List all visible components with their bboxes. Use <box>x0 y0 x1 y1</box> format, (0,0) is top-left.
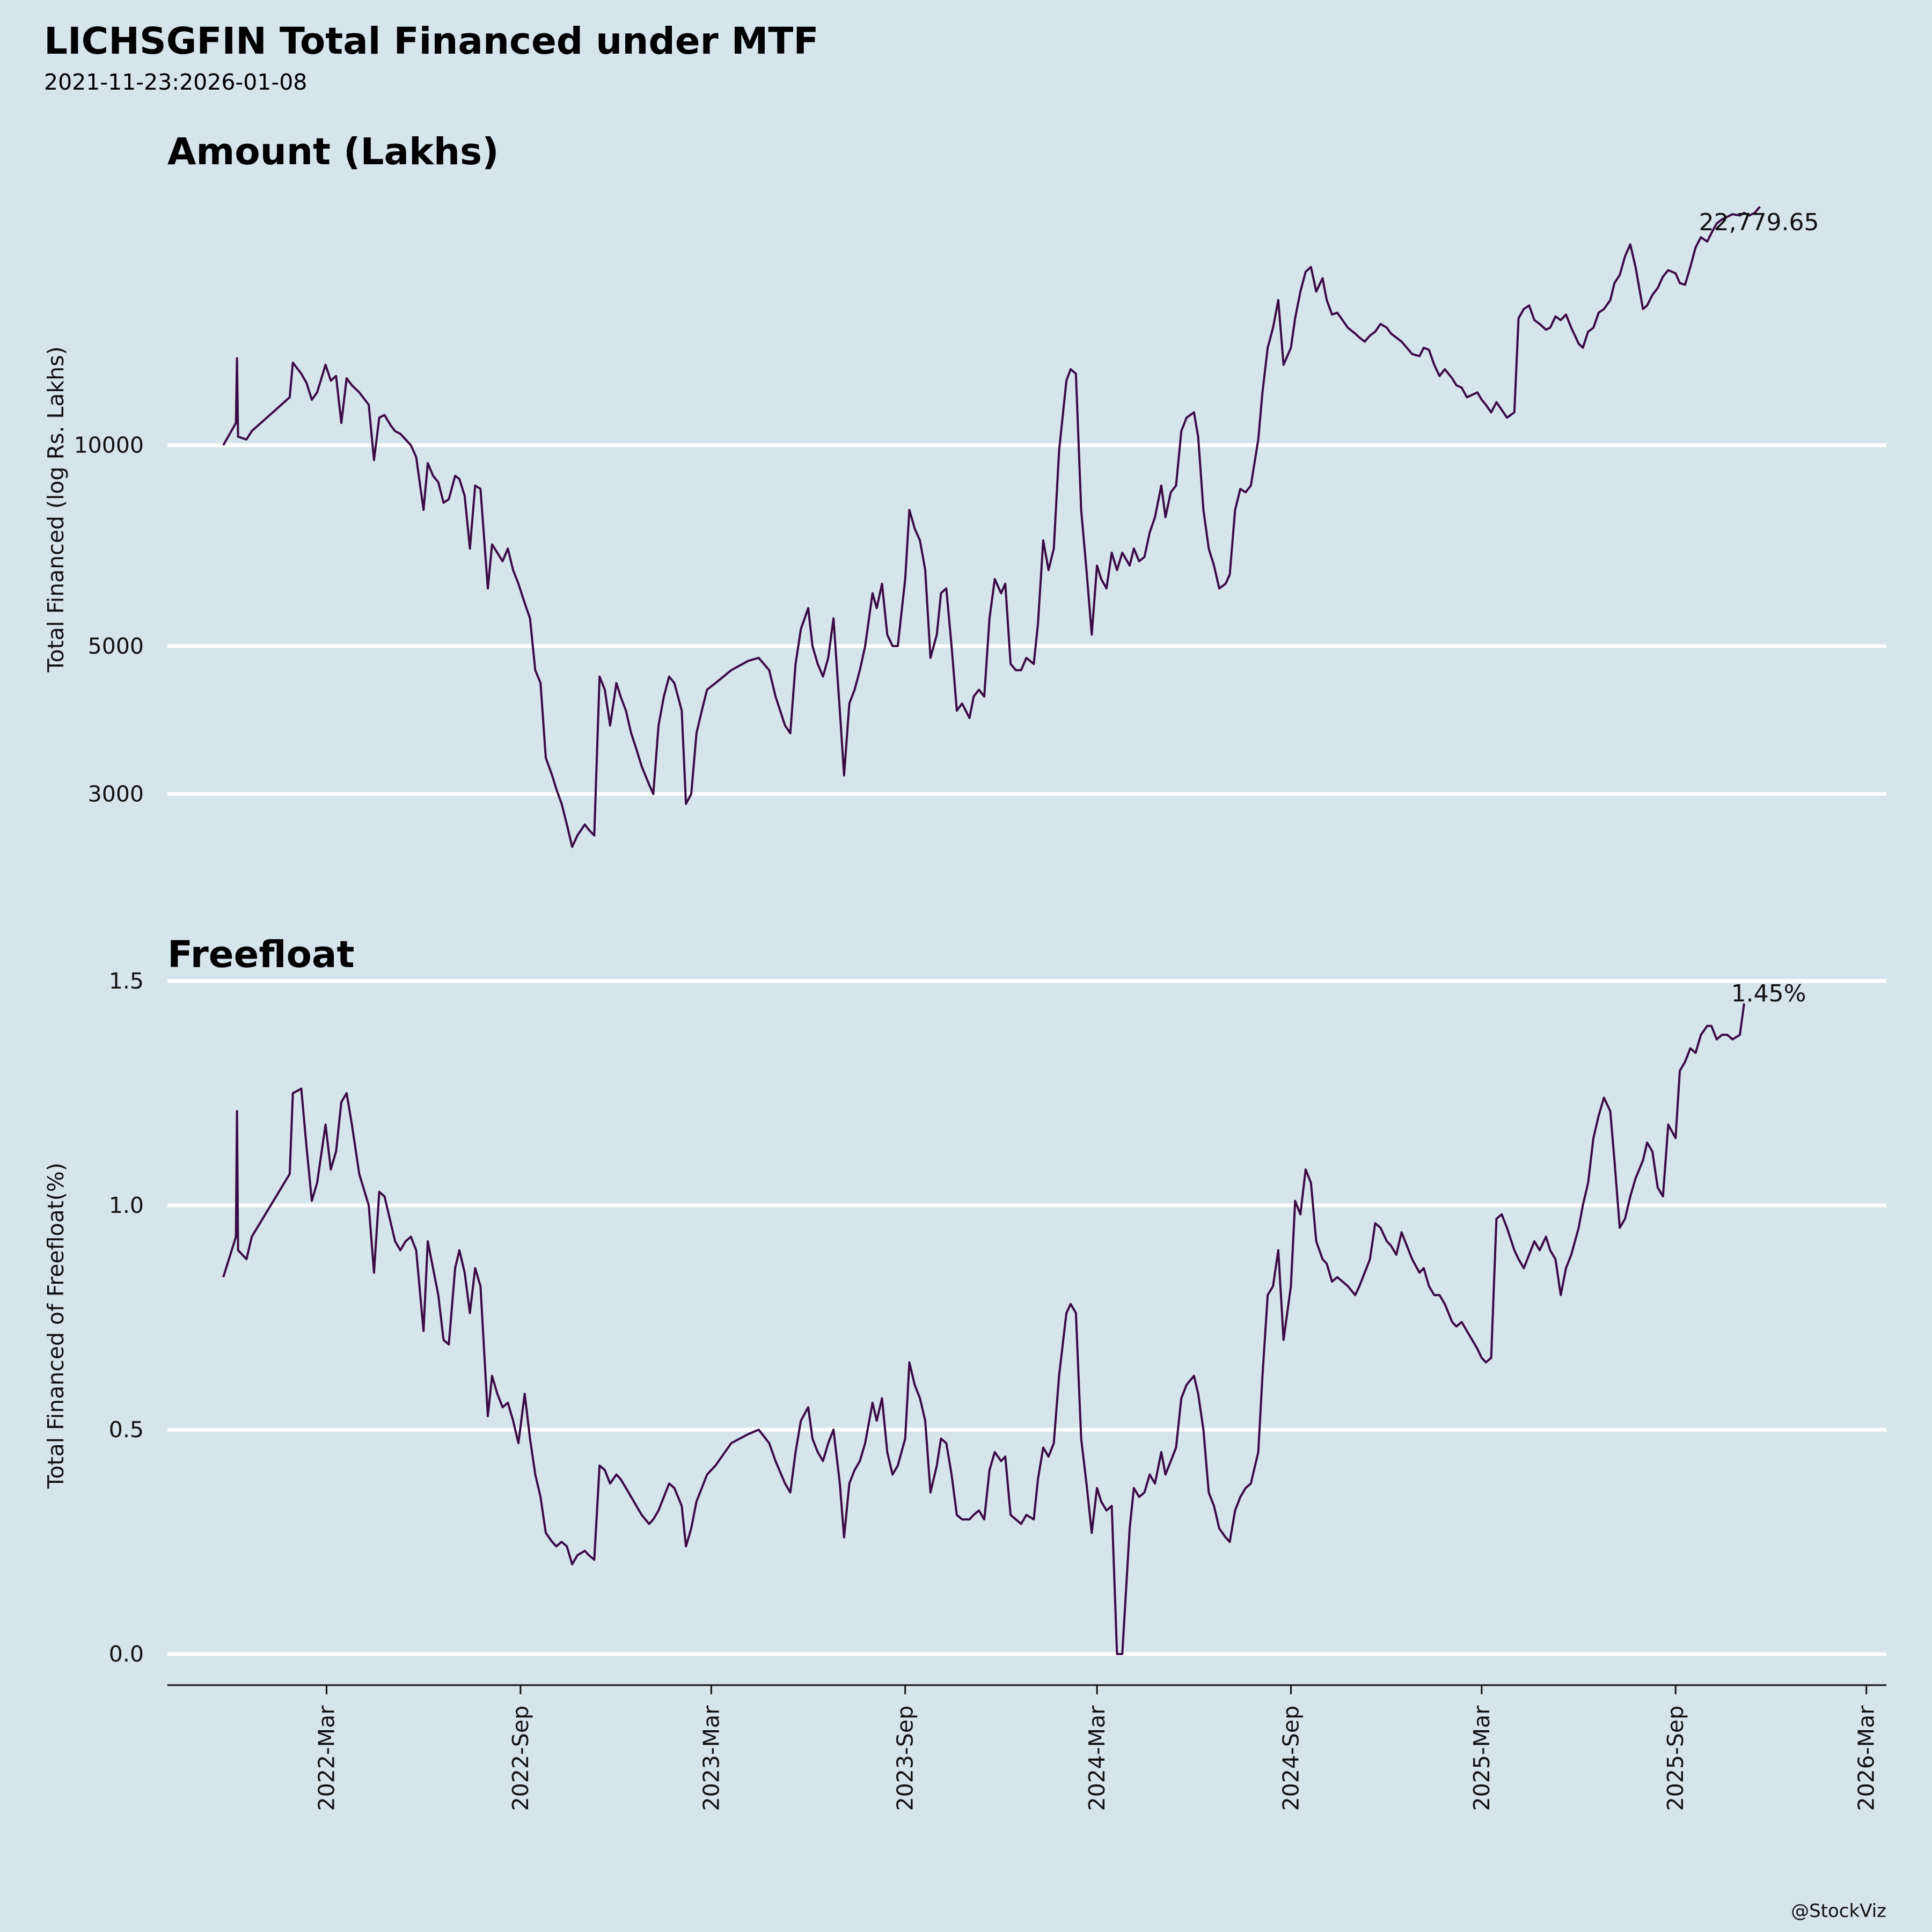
y-tick-label: 5000 <box>88 633 144 659</box>
chart-title: LICHSGFIN Total Financed under MTF <box>44 20 819 63</box>
x-tick-label: 2023-Mar <box>698 1706 724 1811</box>
x-tick-label: 2024-Mar <box>1084 1706 1110 1811</box>
y-tick-label: 0.0 <box>109 1641 144 1667</box>
x-axis-ticks: 2022-Mar 2022-Sep 2023-Mar 2023-Sep 2024-Mar… <box>314 1685 1879 1811</box>
amount-panel-title: Amount (Lakhs) <box>167 130 499 173</box>
freefloat-panel: Freefloat 0.0 0.5 1.0 1.5 Total Financed of… <box>43 933 1886 1667</box>
y-tick-label: 1.0 <box>109 1192 144 1218</box>
freefloat-gridlines <box>167 979 1886 1656</box>
x-axis: 2022-Mar 2022-Sep 2023-Mar 2023-Sep 2024-Mar… <box>167 1684 1886 1811</box>
freefloat-last-value-label: 1.45% <box>1731 980 1806 1007</box>
y-tick-label: 1.5 <box>109 968 144 994</box>
x-tick-label: 2023-Sep <box>892 1706 918 1811</box>
y-tick-label: 0.5 <box>109 1417 144 1443</box>
x-tick-label: 2024-Sep <box>1278 1706 1304 1811</box>
x-tick-label: 2022-Sep <box>508 1706 533 1811</box>
amount-gridlines <box>167 443 1886 796</box>
amount-series-line <box>222 206 1761 848</box>
amount-last-value-label: 22,779.65 <box>1699 209 1819 236</box>
amount-panel: Amount (Lakhs) 3000 5000 10000 Total Finan… <box>43 130 1886 848</box>
y-tick-label: 10000 <box>74 433 144 458</box>
caption: @StockViz <box>1791 1900 1886 1922</box>
chart-subtitle: 2021-11-23:2026-01-08 <box>44 69 307 95</box>
freefloat-series-line <box>222 1003 1745 1655</box>
amount-y-ticks: 3000 5000 10000 <box>74 433 144 807</box>
freefloat-panel-title: Freefloat <box>167 933 354 976</box>
x-tick-label: 2025-Mar <box>1469 1706 1495 1811</box>
y-tick-label: 3000 <box>88 781 144 807</box>
x-tick-label: 2025-Sep <box>1663 1706 1688 1811</box>
freefloat-y-axis-label: Total Financed of Freefloat(%) <box>43 1162 69 1489</box>
freefloat-y-ticks: 0.0 0.5 1.0 1.5 <box>109 968 144 1667</box>
x-tick-label: 2026-Mar <box>1854 1706 1879 1811</box>
x-tick-label: 2022-Mar <box>314 1706 340 1811</box>
amount-y-axis-label: Total Financed (log Rs. Lakhs) <box>43 346 69 672</box>
